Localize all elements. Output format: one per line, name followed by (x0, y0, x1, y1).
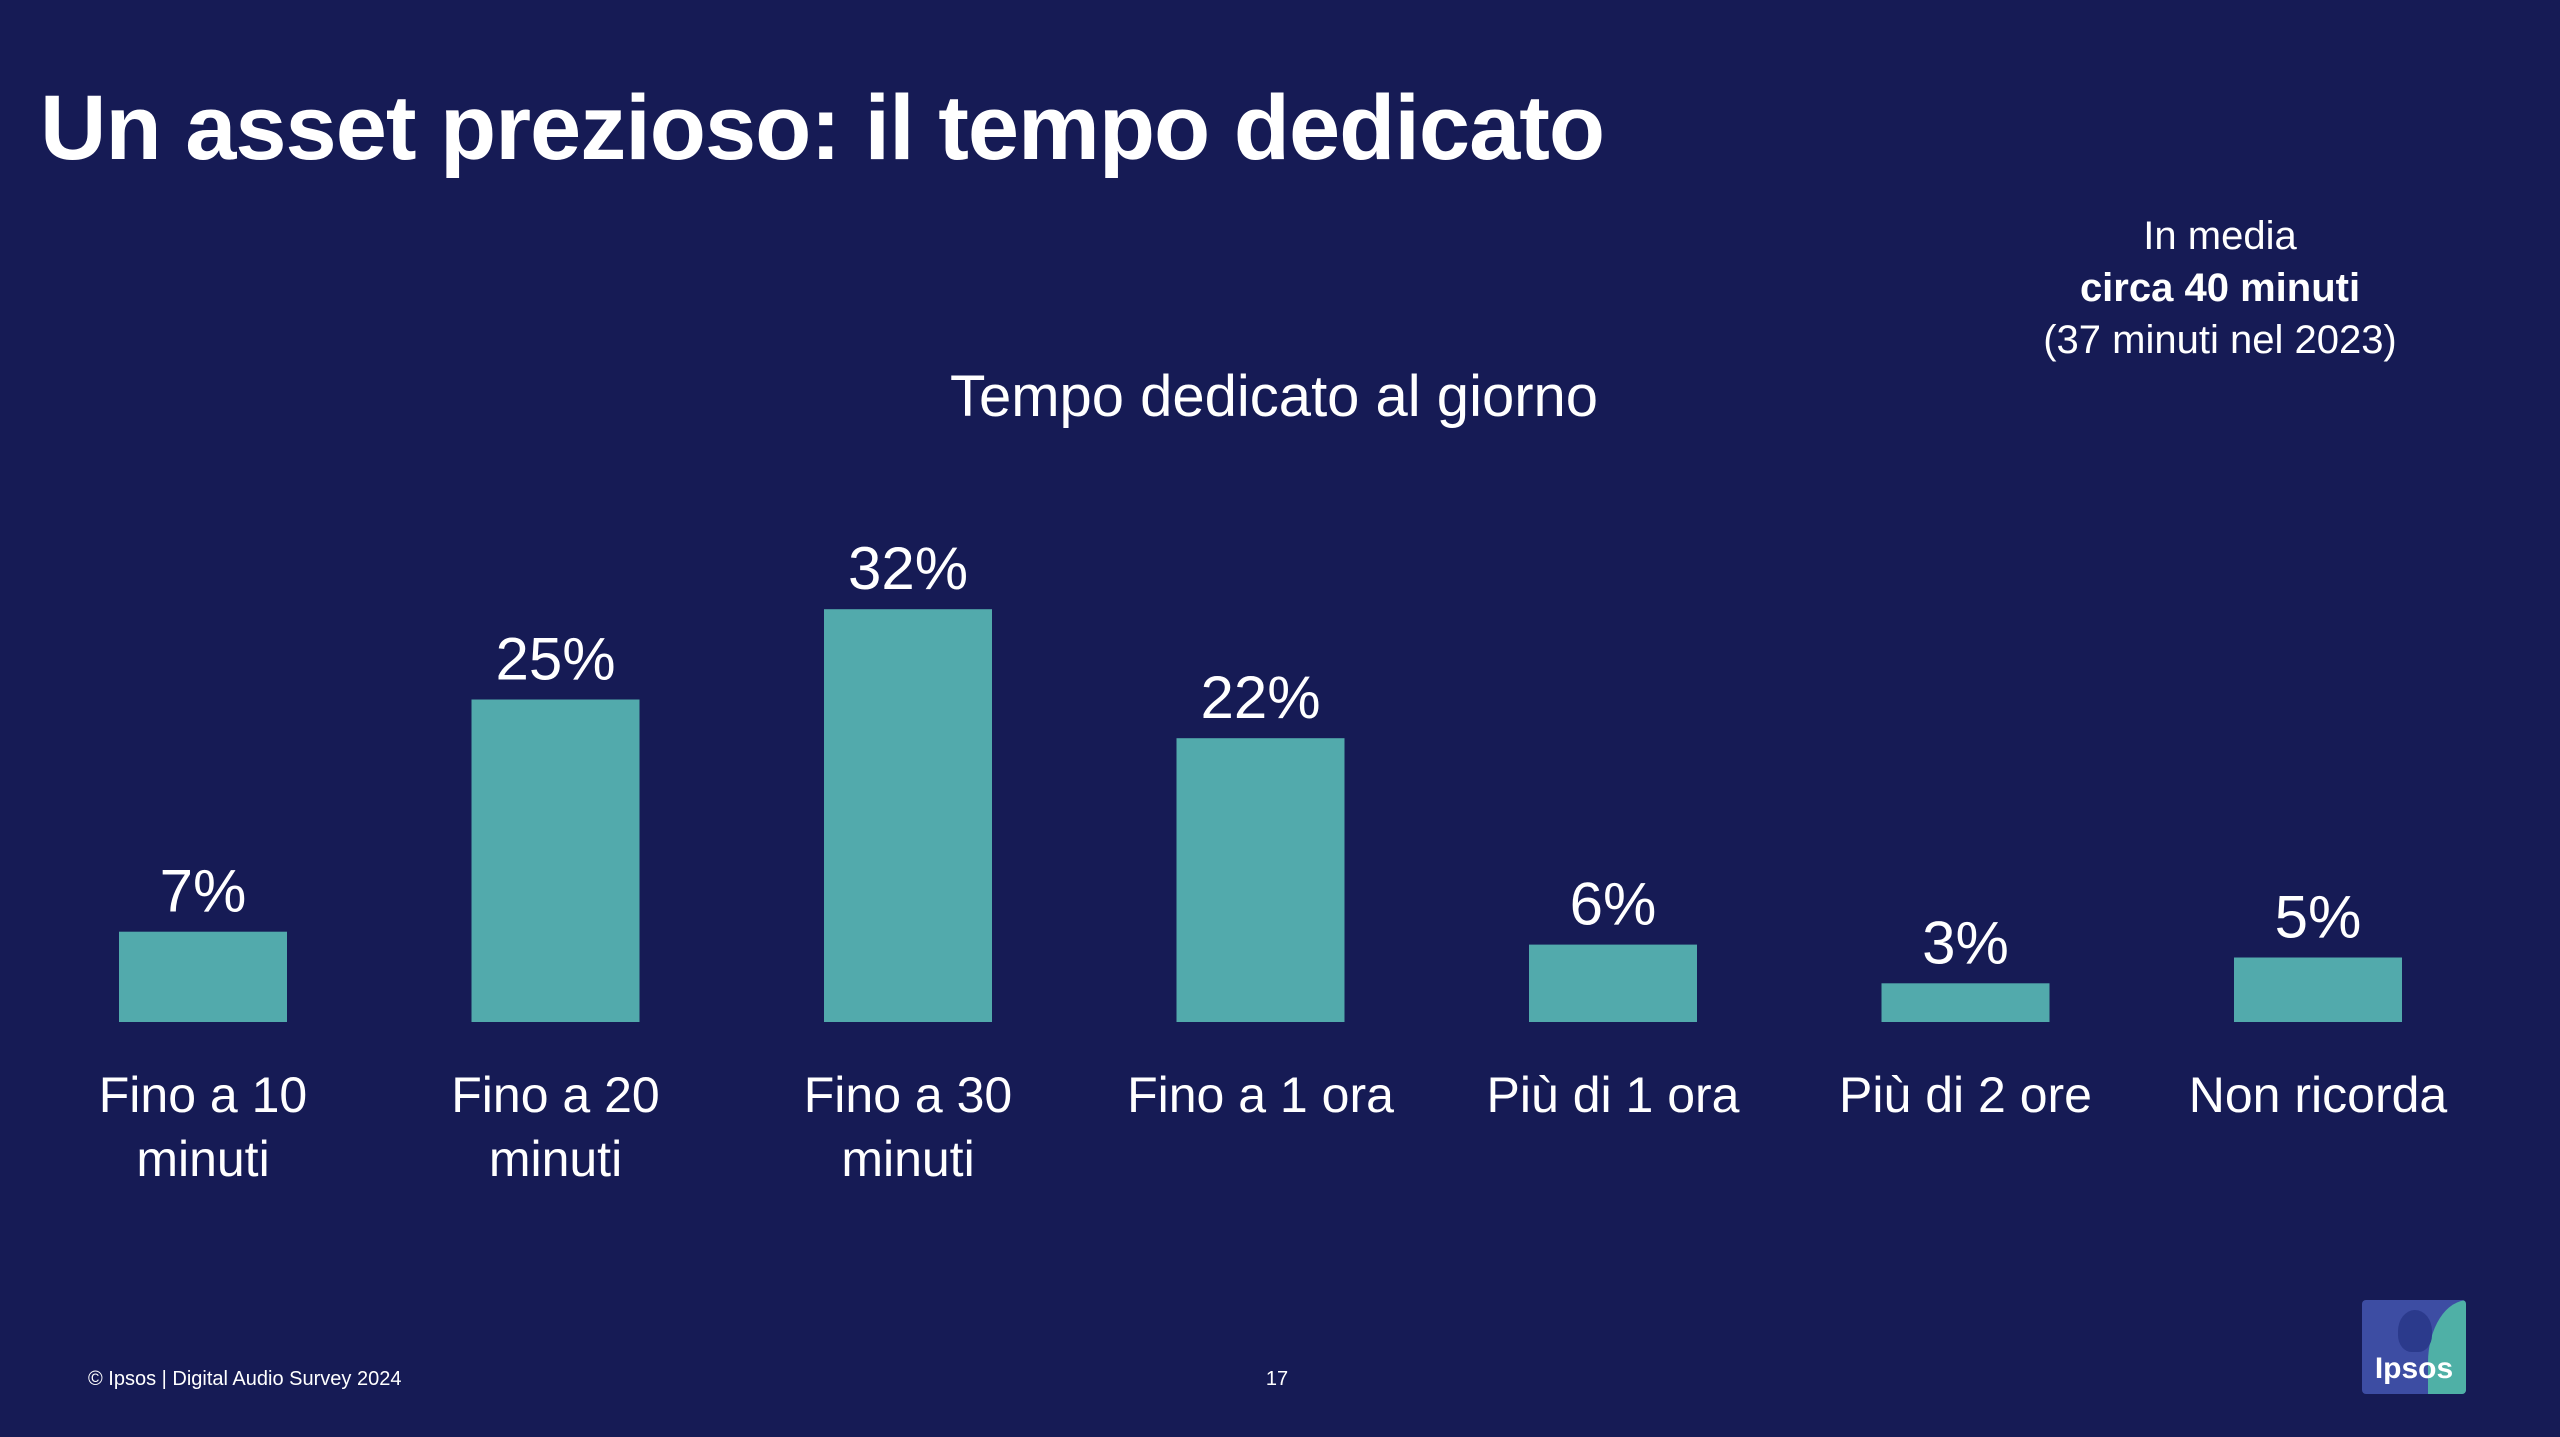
bar-3 (824, 609, 992, 1022)
data-label-3: 32% (848, 535, 968, 602)
ipsos-logo: Ipsos (2362, 1300, 2466, 1394)
bar-1 (119, 931, 287, 1022)
category-label-1: Fino a 10 minuti (99, 1067, 307, 1187)
data-label-5: 6% (1570, 871, 1657, 938)
category-label-4: Fino a 1 ora (1127, 1067, 1394, 1123)
data-label-4: 22% (1200, 664, 1320, 731)
average-line-3: (37 minuti nel 2023) (2043, 318, 2397, 362)
data-label-6: 3% (1922, 909, 2009, 976)
bar-7 (2234, 957, 2402, 1022)
data-label-7: 5% (2275, 884, 2362, 951)
bar-2 (471, 699, 640, 1022)
logo-background: Ipsos (2362, 1300, 2466, 1394)
average-line-2: circa 40 minuti (2079, 266, 2361, 310)
logo-text: Ipsos (2374, 1352, 2454, 1385)
category-label-3: Fino a 30 minuti (804, 1067, 1012, 1187)
bar-5 (1529, 944, 1697, 1022)
average-line-1: In media (2143, 214, 2297, 258)
category-label-5: Più di 1 ora (1487, 1067, 1740, 1123)
category-label-2: Fino a 20 minuti (451, 1067, 659, 1187)
chart-title: Tempo dedicato al giorno (949, 364, 1599, 429)
bar-6 (1881, 983, 2050, 1022)
logo-head-icon (2398, 1310, 2432, 1352)
category-label-7: Non ricorda (2189, 1067, 2448, 1123)
average-note: In media circa 40 minuti (37 minuti nel … (1960, 210, 2480, 366)
footer-copyright: © Ipsos | Digital Audio Survey 2024 (88, 1368, 402, 1390)
data-label-2: 25% (495, 626, 615, 693)
page-number: 17 (1265, 1368, 1289, 1390)
data-label-1: 7% (160, 858, 247, 925)
bar-4 (1176, 738, 1345, 1022)
page-title: Un asset prezioso: il tempo dedicato (40, 77, 1605, 179)
category-label-6: Più di 2 ore (1839, 1067, 2092, 1123)
